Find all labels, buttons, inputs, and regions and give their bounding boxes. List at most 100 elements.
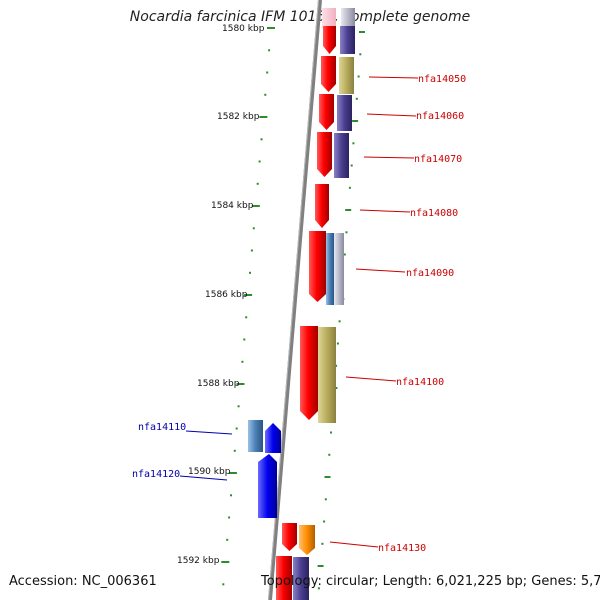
ruler-dot (243, 338, 246, 341)
gene-feature-partial[interactable] (341, 8, 355, 28)
gene-block[interactable] (337, 95, 352, 131)
ruler-dot (235, 427, 238, 430)
ruler-dot (348, 186, 351, 189)
accession-text: Accession: NC_006361 (9, 574, 157, 589)
gene-arrow[interactable] (299, 525, 315, 555)
gene-label[interactable]: nfa14130 (378, 543, 426, 554)
gene-block[interactable] (248, 420, 263, 452)
gene-arrow[interactable] (321, 56, 336, 92)
gene-label[interactable]: nfa14120 (132, 469, 180, 480)
ruler-dot (343, 253, 346, 256)
label-connector (355, 268, 406, 273)
label-connector (185, 430, 233, 435)
ruler-dot (350, 164, 353, 167)
label-connector (363, 156, 415, 159)
tick-label: 1584 kbp (211, 201, 254, 211)
gene-feature-partial[interactable] (276, 556, 292, 600)
position-ruler (221, 27, 275, 586)
gene-block[interactable] (340, 26, 355, 54)
label-connector (179, 475, 228, 481)
gene-arrow[interactable] (315, 184, 329, 228)
gene-block[interactable] (334, 233, 344, 305)
ruler-dot (357, 75, 360, 78)
ruler-major-tick (267, 27, 275, 29)
ruler-major-tick (221, 561, 230, 563)
ruler-dot (260, 138, 263, 141)
gene-arrow[interactable] (323, 26, 336, 54)
ruler-dot (355, 97, 358, 100)
gene-block[interactable] (334, 133, 349, 178)
gene-arrow[interactable] (309, 231, 326, 302)
ruler-dot (338, 320, 341, 323)
ruler-dot (328, 453, 331, 456)
genome-stats-text: Topology: circular; Length: 6,021,225 bp… (261, 574, 600, 589)
ruler-dot (226, 538, 229, 541)
map-title: Nocardia farcinica IFM 10152, complete g… (129, 9, 471, 25)
gene-label[interactable]: nfa14110 (138, 422, 186, 433)
ruler-major-tick (317, 565, 324, 567)
ruler-major-tick (228, 472, 237, 474)
ruler-major-tick (359, 31, 365, 33)
gene-label[interactable]: nfa14070 (414, 154, 462, 165)
gene-arrow[interactable] (300, 326, 318, 420)
ruler-dot (264, 93, 267, 96)
gene-arrow[interactable] (317, 132, 332, 177)
ruler-dot (359, 53, 362, 56)
gene-feature-partial[interactable] (322, 8, 336, 28)
ruler-major-tick (251, 205, 260, 207)
gene-block[interactable] (339, 57, 354, 94)
gene-label[interactable]: nfa14060 (416, 111, 464, 122)
tick-label: 1590 kbp (188, 467, 231, 477)
gene-arrow-reverse[interactable] (265, 423, 281, 453)
gene-labels[interactable]: nfa14050 nfa14060 nfa14070 nfa14080 nfa1… (132, 74, 466, 554)
label-connector (366, 113, 417, 117)
ruler-dot (237, 405, 240, 408)
ruler-dot (228, 516, 231, 519)
gene-arrow[interactable] (282, 523, 297, 551)
gene-label[interactable]: nfa14080 (410, 208, 458, 219)
label-connector (345, 376, 397, 382)
tick-label: 1582 kbp (217, 112, 260, 122)
gene-label[interactable]: nfa14090 (406, 268, 454, 279)
ruler-dot (317, 587, 320, 590)
genome-backbone (268, 0, 322, 600)
ruler-dot (230, 494, 232, 497)
ruler-dot (323, 520, 326, 523)
ruler-dot (345, 231, 348, 234)
position-ruler-right (317, 31, 365, 590)
ruler-major-tick (345, 209, 352, 211)
ruler-major-tick (259, 116, 268, 118)
ruler-dot (252, 227, 255, 230)
gene-block[interactable] (318, 327, 336, 423)
tick-label: 1586 kbp (205, 290, 248, 300)
ruler-dot (266, 71, 269, 74)
gene-label[interactable]: nfa14100 (396, 377, 444, 388)
gene-label[interactable]: nfa14050 (418, 74, 466, 85)
gene-arrow[interactable] (319, 94, 334, 130)
tick-label: 1580 kbp (222, 24, 265, 34)
label-connector (359, 209, 411, 213)
tick-label: 1588 kbp (197, 379, 240, 389)
ruler-dot (321, 542, 324, 545)
tick-label: 1592 kbp (177, 556, 220, 566)
ruler-major-tick (352, 120, 359, 122)
ruler-tick-labels: 1580 kbp 1582 kbp 1584 kbp 1586 kbp 1588… (177, 24, 265, 566)
ruler-major-tick (244, 294, 253, 296)
gene-feature-partial[interactable] (293, 557, 309, 600)
ruler-dot (258, 160, 261, 163)
ruler-dot (256, 182, 259, 185)
gene-glyphs[interactable] (248, 8, 355, 600)
ruler-major-tick (236, 383, 245, 385)
ruler-dot (250, 249, 253, 252)
ruler-dot (268, 49, 271, 52)
ruler-dot (352, 142, 355, 145)
gene-arrow-reverse[interactable] (258, 454, 277, 518)
ruler-dot (241, 360, 244, 363)
label-connector (329, 541, 379, 548)
gene-block[interactable] (326, 233, 334, 305)
ruler-dot (330, 431, 332, 434)
ruler-major-tick (324, 476, 331, 478)
ruler-dot (249, 271, 251, 274)
label-connector (368, 76, 419, 79)
